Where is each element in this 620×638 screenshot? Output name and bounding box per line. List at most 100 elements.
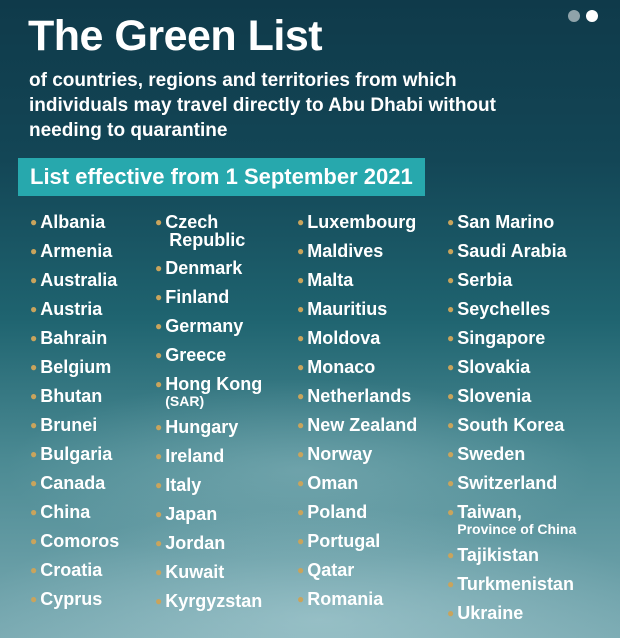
pager-dot[interactable] [568, 10, 580, 22]
country-name: Japan [165, 504, 218, 524]
country-name: Australia [40, 270, 118, 290]
bullet-icon: ● [155, 319, 163, 333]
country-item: ● Mauritius [297, 298, 417, 320]
bullet-icon: ● [447, 606, 455, 620]
country-column-3: ● Luxembourg ● Maldives ● Malta ● Mauritius ● Mol… [297, 211, 417, 617]
country-item: ● South Korea [447, 414, 576, 436]
country-item: ● Kyrgyzstan [155, 590, 262, 612]
country-item: ● Slovakia [447, 356, 576, 378]
country-name: Romania [307, 589, 384, 609]
country-name: Switzerland [457, 473, 558, 493]
bullet-icon: ● [155, 348, 163, 362]
country-name: Poland [307, 502, 368, 522]
country-item: ● Germany [155, 315, 262, 337]
country-name: Canada [40, 473, 106, 493]
country-item: ● Oman [297, 472, 417, 494]
bullet-icon: ● [297, 592, 305, 606]
country-name: Greece [165, 345, 227, 365]
country-item: ● Denmark [155, 257, 262, 279]
country-item: ● Albania [30, 211, 119, 233]
bullet-icon: ● [447, 418, 455, 432]
bullet-icon: ● [447, 447, 455, 461]
country-item: ● Romania [297, 588, 417, 610]
bullet-icon: ● [447, 331, 455, 345]
country-item: ● Poland [297, 501, 417, 523]
country-name: Oman [307, 473, 359, 493]
bullet-icon: ● [297, 244, 305, 258]
country-item: ● Brunei [30, 414, 119, 436]
country-item: ● Switzerland [447, 472, 576, 494]
bullet-icon: ● [447, 577, 455, 591]
country-item: ● Canada [30, 472, 119, 494]
country-name: Maldives [307, 241, 384, 261]
country-name: Comoros [40, 531, 120, 551]
bullet-icon: ● [155, 215, 163, 229]
country-name: Italy [165, 475, 202, 495]
bullet-icon: ● [30, 418, 38, 432]
country-item: ● Tajikistan [447, 544, 576, 566]
bullet-icon: ● [155, 261, 163, 275]
country-name: New Zealand [307, 415, 418, 435]
bullet-icon: ● [30, 360, 38, 374]
country-name-detail: Province of China [457, 521, 577, 537]
country-item: ● Luxembourg [297, 211, 417, 233]
country-name: Norway [307, 444, 373, 464]
bullet-icon: ● [447, 215, 455, 229]
country-name: Brunei [40, 415, 98, 435]
country-name: Austria [40, 299, 103, 319]
country-name: Saudi Arabia [457, 241, 567, 261]
bullet-icon: ● [447, 360, 455, 374]
country-name: Armenia [40, 241, 113, 261]
country-item: ● Kuwait [155, 561, 262, 583]
bullet-icon: ● [297, 302, 305, 316]
country-name: Germany [165, 316, 244, 336]
bullet-icon: ● [297, 331, 305, 345]
country-item: ● Qatar [297, 559, 417, 581]
pager-dot-active[interactable] [586, 10, 598, 22]
country-item: ● Bahrain [30, 327, 119, 349]
country-name: Luxembourg [307, 212, 417, 232]
country-item: ● Taiwan, Province of China [447, 501, 576, 537]
bullet-icon: ● [297, 476, 305, 490]
country-name: Kuwait [165, 562, 225, 582]
country-item: ● Sweden [447, 443, 576, 465]
country-name: Cyprus [40, 589, 103, 609]
bullet-icon: ● [30, 534, 38, 548]
bullet-icon: ● [30, 273, 38, 287]
country-name: Bahrain [40, 328, 108, 348]
subtitle: of countries, regions and territories fr… [29, 70, 496, 141]
country-name-detail: (SAR) [165, 393, 205, 409]
country-name: China [40, 502, 91, 522]
country-item: ● Australia [30, 269, 119, 291]
bullet-icon: ● [447, 302, 455, 316]
country-name: Czech [165, 212, 219, 232]
country-item: ● Turkmenistan [447, 573, 576, 595]
country-item: ● New Zealand [297, 414, 417, 436]
country-name: Hungary [165, 417, 239, 437]
bullet-icon: ● [155, 478, 163, 492]
country-name: Belgium [40, 357, 112, 377]
country-item: ● Maldives [297, 240, 417, 262]
country-name: Hong Kong [165, 374, 263, 394]
bullet-icon: ● [30, 244, 38, 258]
bullet-icon: ● [155, 420, 163, 434]
country-item: ● San Marino [447, 211, 576, 233]
country-name: Bulgaria [40, 444, 113, 464]
country-name: Albania [40, 212, 106, 232]
country-name: Moldova [307, 328, 381, 348]
country-name: Turkmenistan [457, 574, 574, 594]
country-item: ● Monaco [297, 356, 417, 378]
country-name: Portugal [307, 531, 381, 551]
country-item: ● Finland [155, 286, 262, 308]
country-name: Kyrgyzstan [165, 591, 263, 611]
country-name: Seychelles [457, 299, 551, 319]
bullet-icon: ● [30, 389, 38, 403]
country-item: ● Serbia [447, 269, 576, 291]
country-name: Ukraine [457, 603, 524, 623]
country-name: Jordan [165, 533, 226, 553]
bullet-icon: ● [30, 476, 38, 490]
country-name: Netherlands [307, 386, 412, 406]
country-name: Finland [165, 287, 230, 307]
bullet-icon: ● [297, 273, 305, 287]
country-item: ● Japan [155, 503, 262, 525]
